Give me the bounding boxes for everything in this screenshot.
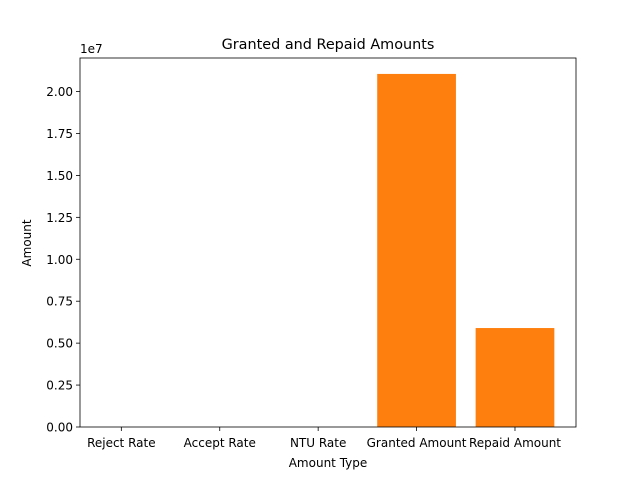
y-tick-label: 1.50 bbox=[46, 169, 73, 183]
y-offset-label: 1e7 bbox=[80, 42, 103, 56]
y-tick-label: 1.75 bbox=[46, 127, 73, 141]
bars-group bbox=[377, 73, 555, 428]
y-axis-label: Amount bbox=[20, 219, 34, 266]
x-tick-label: Reject Rate bbox=[87, 436, 156, 450]
x-tick-label: Repaid Amount bbox=[469, 436, 561, 450]
chart-title: Granted and Repaid Amounts bbox=[222, 37, 435, 53]
y-tick-label: 0.00 bbox=[46, 421, 73, 435]
x-axis-label: Amount Type bbox=[289, 456, 368, 470]
y-tick-label: 1.00 bbox=[46, 253, 73, 267]
bar-granted-amount bbox=[377, 73, 456, 428]
axes-spines bbox=[79, 57, 577, 428]
x-tick-label: NTU Rate bbox=[290, 436, 346, 450]
y-tick-label: 2.00 bbox=[46, 85, 73, 99]
x-tick-label: Accept Rate bbox=[184, 436, 256, 450]
y-tick-label: 1.25 bbox=[46, 211, 73, 225]
y-tick-label: 0.50 bbox=[46, 337, 73, 351]
axis-ticks: Reject Rate Accept Rate NTU Rate Granted Am… bbox=[46, 85, 561, 450]
x-tick-label: Granted Amount bbox=[367, 436, 467, 450]
y-tick-label: 0.25 bbox=[46, 379, 73, 393]
axes-frame bbox=[79, 57, 577, 428]
bar-repaid-amount bbox=[475, 328, 555, 427]
y-tick-label: 0.75 bbox=[46, 295, 73, 309]
